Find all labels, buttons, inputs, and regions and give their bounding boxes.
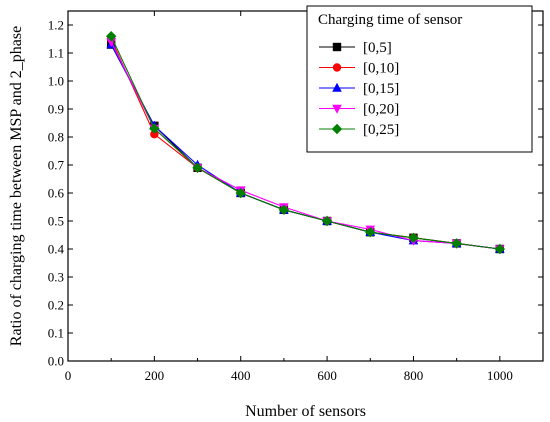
data-point — [150, 130, 159, 139]
y-tick-label: 0.4 — [48, 242, 65, 257]
series-5 — [105, 31, 506, 255]
legend-marker — [332, 104, 342, 114]
legend-marker — [332, 82, 342, 92]
series-line — [110, 35, 500, 250]
data-point — [235, 187, 246, 199]
x-tick-label: 800 — [404, 368, 424, 383]
x-tick-label: 600 — [317, 368, 337, 383]
y-axis: 0.0 0.1 0.2 0.3 0.4 0.5 0.6 0.7 0.8 0.9 1.0 1.1 1.2 — [48, 18, 543, 369]
legend: Charging time of sensor [0,5] [0,10] [0,15… — [306, 5, 533, 153]
legend-marker — [332, 42, 342, 52]
y-tick-label: 0.7 — [48, 158, 65, 173]
x-axis-title: Number of sensors — [245, 403, 366, 420]
x-tick-label: 0 — [65, 368, 72, 383]
y-tick-label: 1.2 — [48, 18, 64, 33]
y-tick-label: 1.1 — [48, 46, 64, 61]
x-axis: 0 200 400 600 800 1000 — [65, 11, 544, 383]
y-tick-label: 0.5 — [48, 214, 64, 229]
data-point — [278, 204, 290, 215]
y-tick-label: 0.0 — [48, 354, 64, 369]
legend-label: [0,20] — [363, 102, 399, 118]
data-point — [149, 123, 160, 134]
y-axis-title: Ratio of charging time between MSP and 2… — [8, 26, 25, 346]
x-tick-label: 200 — [145, 368, 165, 383]
data-point — [365, 227, 376, 238]
y-tick-label: 0.6 — [48, 186, 65, 201]
series-layer — [105, 31, 506, 255]
y-tick-label: 0.9 — [48, 102, 64, 117]
legend-label: [0,25] — [363, 122, 399, 138]
y-tick-label: 1.0 — [48, 74, 64, 89]
y-tick-label: 0.2 — [48, 298, 64, 313]
legend-item: [0,25] — [319, 122, 399, 138]
legend-item: [0,20] — [319, 102, 399, 118]
y-tick-label: 0.1 — [48, 326, 64, 341]
legend-label: [0,10] — [363, 61, 399, 77]
legend-label: [0,5] — [363, 40, 392, 56]
data-point — [408, 232, 419, 243]
y-tick-label: 0.3 — [48, 270, 64, 285]
legend-title: Charging time of sensor — [318, 12, 462, 28]
x-tick-label: 1000 — [487, 368, 513, 383]
legend-item: [0,5] — [319, 40, 392, 56]
legend-label: [0,15] — [363, 81, 399, 97]
plot-border — [67, 10, 544, 362]
data-point — [105, 31, 117, 42]
y-tick-label: 0.8 — [48, 130, 64, 145]
data-point — [451, 238, 462, 249]
legend-item: [0,10] — [319, 61, 399, 77]
data-point — [321, 215, 333, 227]
plot-frame — [67, 10, 544, 362]
x-tick-label: 400 — [231, 368, 251, 383]
data-point — [192, 162, 203, 173]
data-point — [494, 243, 506, 255]
legend-marker — [332, 63, 342, 72]
legend-marker — [331, 123, 343, 135]
legend-box — [306, 5, 533, 153]
legend-item: [0,15] — [319, 81, 399, 97]
